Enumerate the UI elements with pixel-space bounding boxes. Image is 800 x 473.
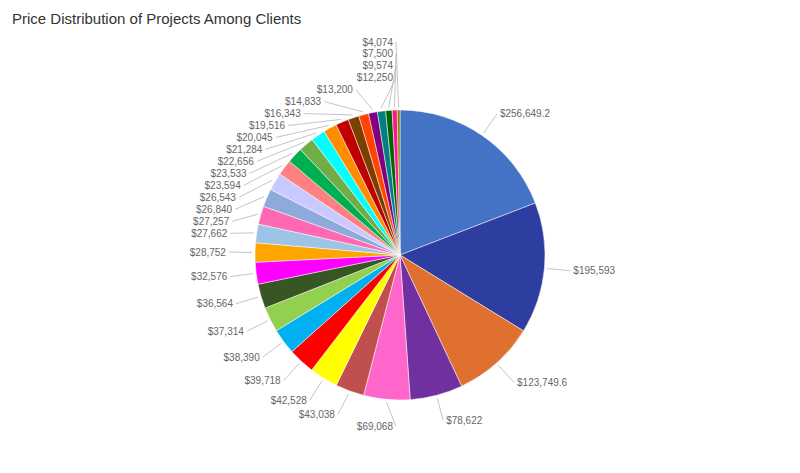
leader-line xyxy=(250,153,293,173)
slice-label: $19,516 xyxy=(249,120,286,131)
pie-slice xyxy=(386,110,400,255)
slice-label: $39,718 xyxy=(244,375,281,386)
slice-label: $32,576 xyxy=(191,271,228,282)
pie-slice xyxy=(377,111,400,255)
slices xyxy=(255,110,545,400)
leader-line xyxy=(288,119,341,125)
leader-line xyxy=(229,252,252,253)
leader-line xyxy=(263,343,282,357)
leader-line xyxy=(244,166,282,186)
slice-label: $123,749.6 xyxy=(517,377,567,388)
leader-line xyxy=(284,363,300,380)
leader-line xyxy=(304,114,353,115)
pie-slice xyxy=(392,110,400,255)
slice-label: $28,752 xyxy=(190,247,227,258)
slice-label: $38,390 xyxy=(224,352,261,363)
leader-line xyxy=(265,133,316,149)
slice-label: $43,038 xyxy=(299,409,336,420)
slice-label: $14,833 xyxy=(285,96,322,107)
slice-label: $23,533 xyxy=(210,168,247,179)
slice-label: $37,314 xyxy=(208,326,245,337)
leader-line xyxy=(230,232,253,233)
slice-label: $69,068 xyxy=(357,421,394,432)
leader-line xyxy=(499,365,514,382)
slice-label: $4,074 xyxy=(362,37,393,48)
leader-line xyxy=(257,142,305,161)
slice-labels: $256,649.2 $195,593 $123,749.6 $78,622 $69,0… xyxy=(190,37,616,432)
leader-line xyxy=(239,180,273,197)
leader-line xyxy=(437,398,443,420)
pie-slice xyxy=(400,255,462,400)
slice-label: $20,045 xyxy=(236,132,273,143)
leader-line xyxy=(310,381,322,401)
leader-line xyxy=(338,394,349,415)
slice-label: $13,200 xyxy=(317,84,354,95)
leader-line xyxy=(230,274,253,277)
slice-label: $23,594 xyxy=(205,180,242,191)
slice-label: $26,840 xyxy=(196,204,233,215)
leader-line xyxy=(235,197,264,210)
chart-title: Price Distribution of Projects Among Cli… xyxy=(12,10,301,27)
slice-label: $7,500 xyxy=(362,48,393,59)
leader-lines xyxy=(229,42,570,426)
slice-label: $256,649.2 xyxy=(500,108,550,119)
slice-label: $12,250 xyxy=(357,72,394,83)
slice-label: $27,662 xyxy=(191,228,228,239)
pie-slice xyxy=(397,110,400,255)
leader-line xyxy=(324,102,363,112)
leader-line xyxy=(395,54,396,107)
slice-label: $9,574 xyxy=(362,60,393,71)
slice-label: $42,528 xyxy=(271,395,308,406)
slice-label: $21,284 xyxy=(226,144,263,155)
slice-label: $195,593 xyxy=(573,265,615,276)
leader-line xyxy=(232,214,258,221)
leader-line xyxy=(356,90,373,110)
leader-line xyxy=(236,297,258,304)
chart-svg: Price Distribution of Projects Among Cli… xyxy=(0,0,800,473)
leader-line xyxy=(547,269,570,271)
chart-container: Price Distribution of Projects Among Cli… xyxy=(0,0,800,473)
leader-line xyxy=(396,42,399,107)
leader-line xyxy=(484,114,497,133)
leader-line xyxy=(247,321,268,331)
slice-label: $27,257 xyxy=(193,216,230,227)
slice-label: $22,656 xyxy=(218,156,255,167)
slice-label: $78,622 xyxy=(446,415,483,426)
slice-label: $26,543 xyxy=(200,192,237,203)
pie-group: $256,649.2 $195,593 $123,749.6 $78,622 $69,0… xyxy=(190,37,616,432)
slice-label: $16,343 xyxy=(265,108,302,119)
slice-label: $36,564 xyxy=(197,298,234,309)
